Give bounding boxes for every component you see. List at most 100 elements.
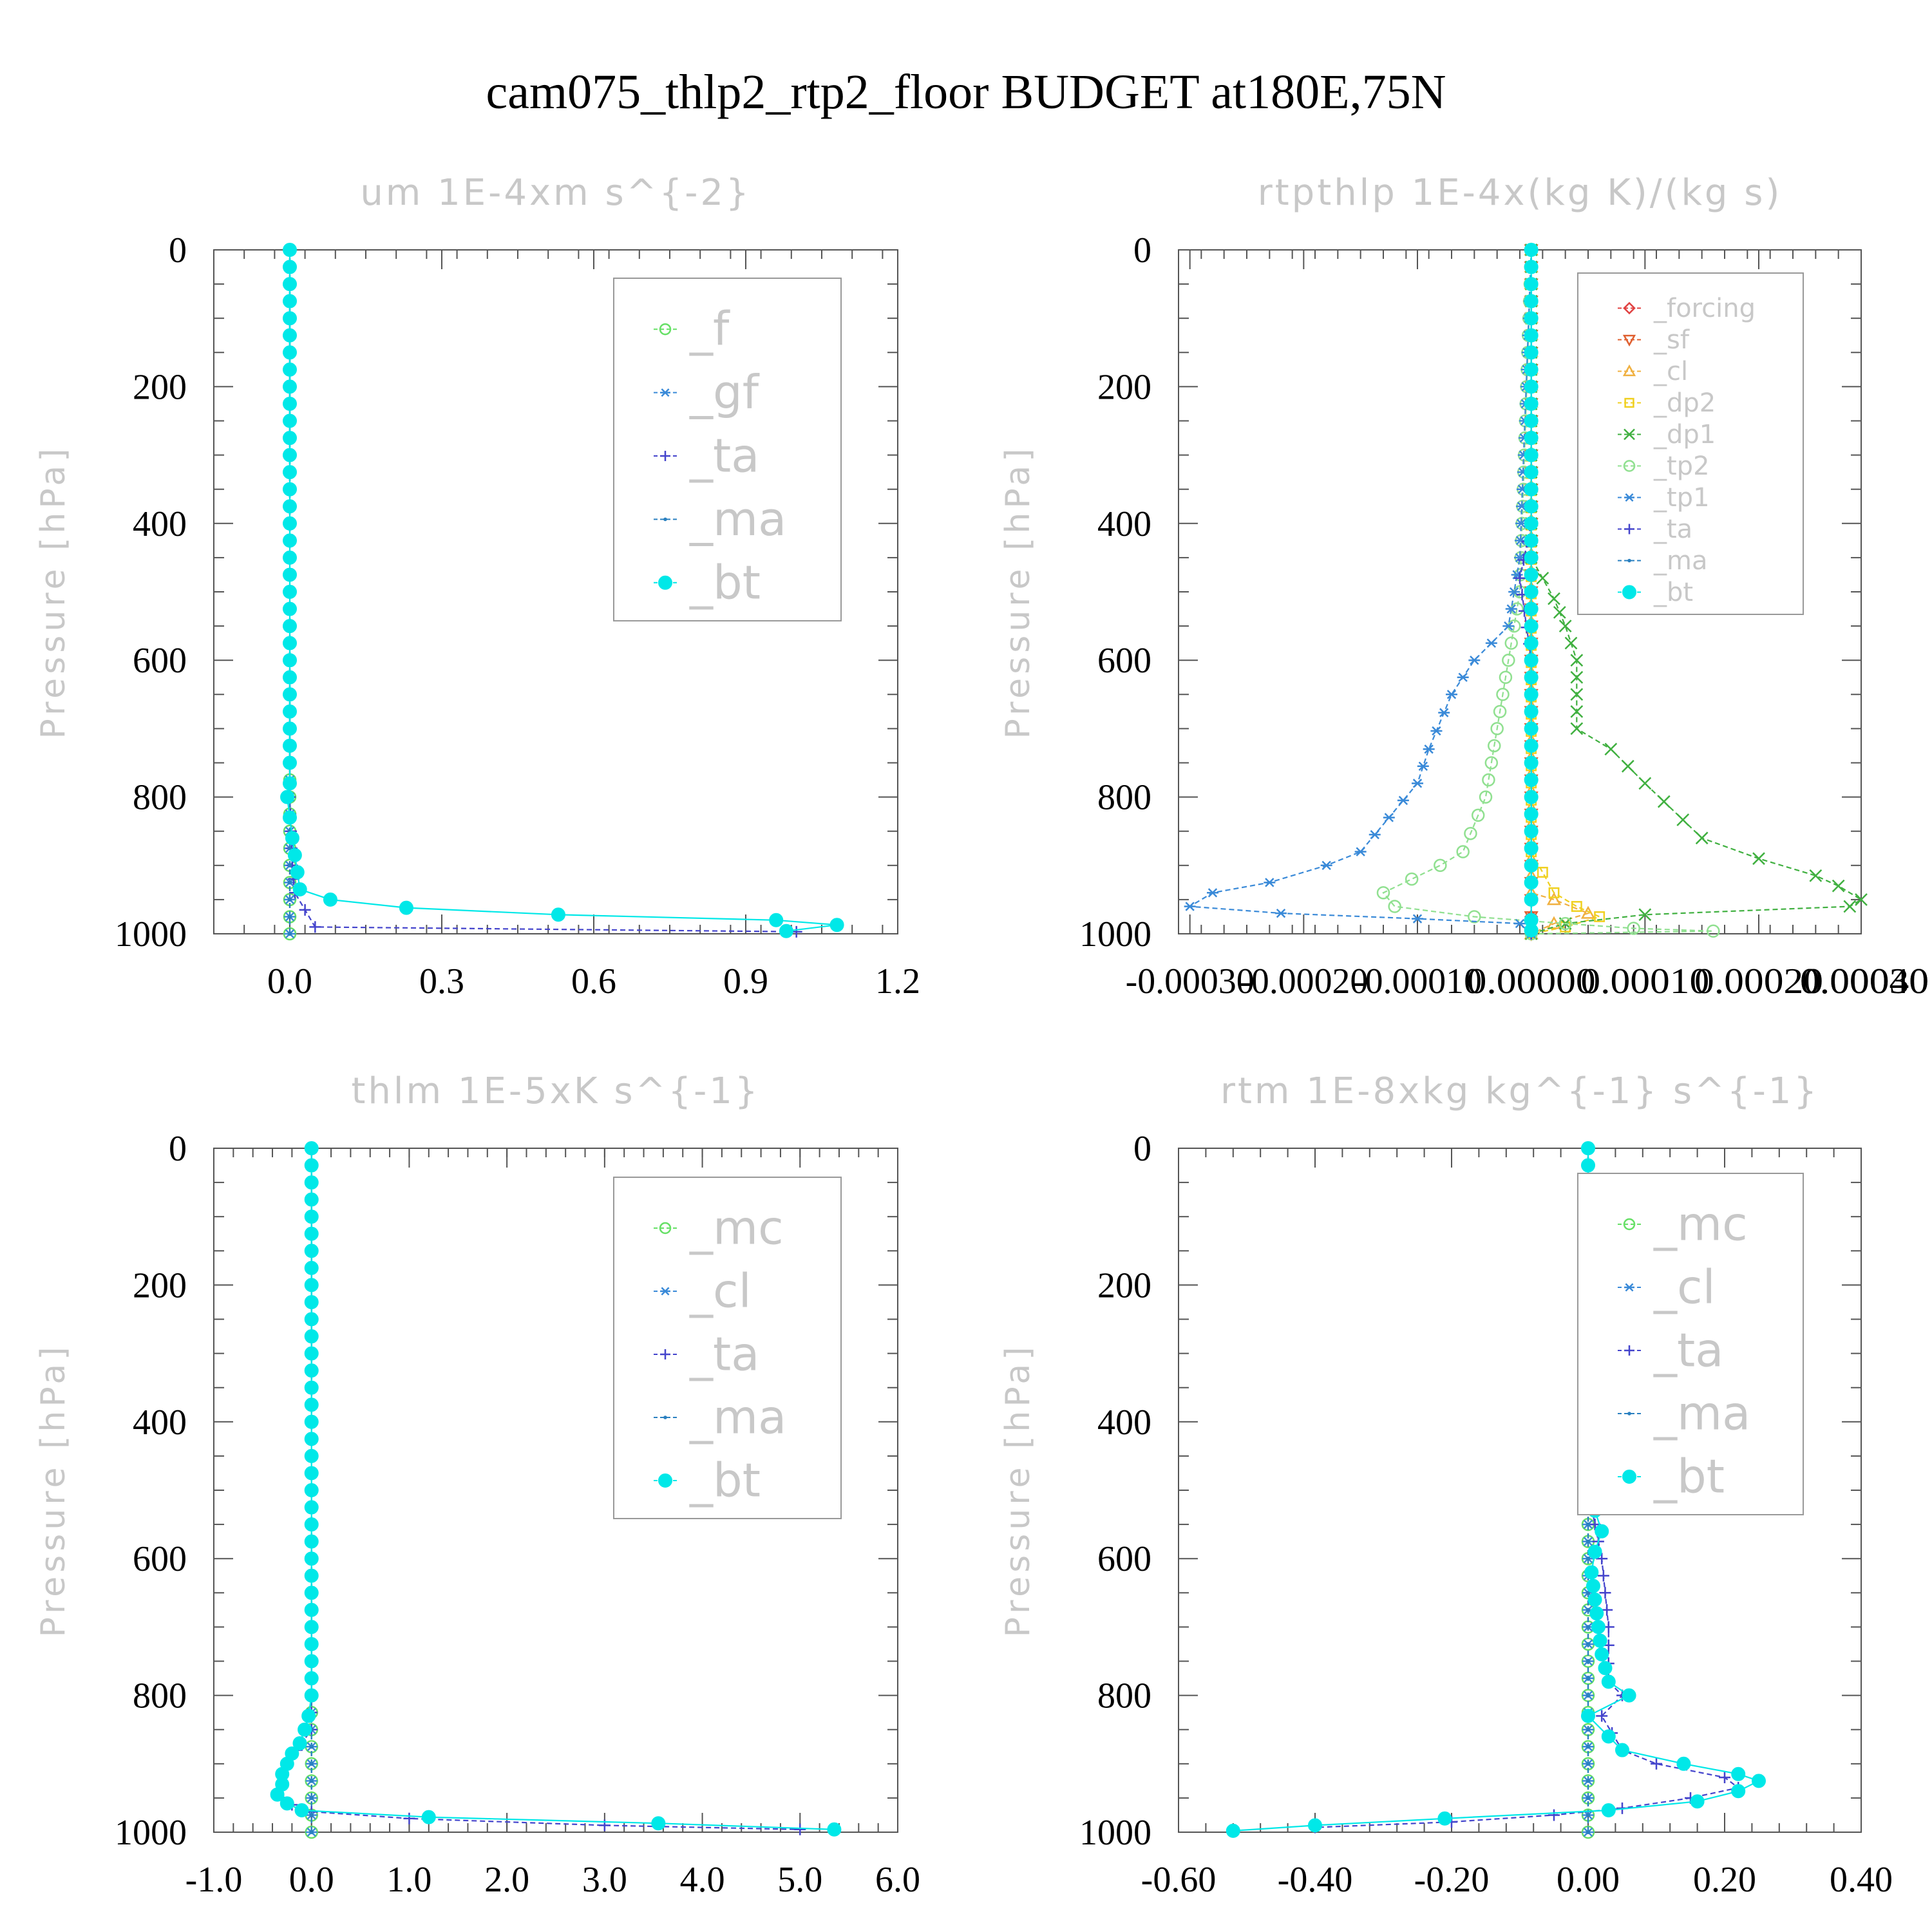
legend-marker — [658, 1473, 672, 1488]
data-point — [1388, 900, 1401, 913]
data-point — [283, 601, 297, 616]
data-point — [1604, 743, 1618, 756]
data-point — [301, 1709, 316, 1723]
data-point — [1524, 670, 1539, 685]
data-point — [1548, 592, 1560, 605]
data-point — [1586, 1591, 1591, 1595]
legend-entry: _mc — [689, 1200, 784, 1255]
legend-marker — [1622, 1470, 1636, 1484]
data-point — [304, 1586, 319, 1600]
y-axis-label: Pressure [hPa] — [999, 1343, 1037, 1638]
data-point — [283, 585, 297, 599]
data-point — [304, 1517, 319, 1532]
data-point — [1586, 1761, 1591, 1766]
data-point — [1707, 924, 1720, 938]
data-point — [794, 1823, 806, 1835]
data-point — [1482, 773, 1495, 787]
data-point — [1676, 1756, 1691, 1771]
data-point — [1524, 345, 1539, 360]
data-point — [1731, 1784, 1746, 1799]
legend-marker — [660, 451, 670, 461]
data-point — [1524, 773, 1539, 788]
series-bt — [1524, 243, 1539, 938]
legend-marker — [1622, 585, 1636, 600]
x-tick-label: 0.00030 — [1800, 961, 1929, 1001]
legend-entry: _ma — [689, 492, 786, 546]
panel-title: rtm 1E-8xkg kg^{-1} s^{-1} — [1220, 1070, 1819, 1112]
data-point — [1586, 1795, 1591, 1801]
data-point — [1596, 1710, 1608, 1722]
x-tick-label: -0.20 — [1414, 1860, 1490, 1900]
data-point — [1601, 1803, 1616, 1818]
data-point — [283, 516, 297, 531]
data-point — [1524, 550, 1539, 565]
data-point — [399, 900, 413, 915]
data-point — [1591, 1620, 1605, 1634]
y-tick-label: 800 — [133, 1676, 187, 1716]
tick-marks — [213, 249, 898, 934]
data-point — [304, 1363, 319, 1378]
data-point — [1586, 1625, 1591, 1629]
y-tick-label: 200 — [133, 367, 187, 407]
data-point — [1468, 656, 1481, 665]
data-point — [1651, 1757, 1662, 1770]
data-point — [1397, 795, 1409, 806]
data-point — [1524, 396, 1539, 411]
legend-marker — [1623, 301, 1636, 315]
legend-entry: _mc — [1653, 1197, 1748, 1251]
figure-title: cam075_thlp2_rtp2_floor BUDGET at180E,75… — [486, 65, 1446, 119]
x-tick-label: -0.00010 — [1353, 961, 1482, 1001]
data-point — [283, 738, 297, 753]
data-point — [304, 1294, 319, 1309]
y-tick-label: 400 — [1097, 1403, 1151, 1443]
data-point — [827, 1822, 842, 1837]
data-point — [1524, 277, 1539, 292]
data-point — [1843, 900, 1857, 913]
x-tick-label: 0.0 — [267, 961, 312, 1001]
data-point — [1524, 601, 1539, 616]
panel-um: um 1E-4xm s^{-2} Pressure [hPa] 0 200 400 600… — [34, 172, 920, 1001]
data-point — [1586, 1607, 1591, 1613]
data-point — [1570, 670, 1584, 684]
data-point — [1502, 621, 1515, 631]
data-point — [279, 1796, 294, 1811]
legend-entry: _dp1 — [1653, 420, 1716, 450]
data-point — [1524, 533, 1539, 548]
data-point — [1524, 619, 1539, 634]
data-point — [292, 1736, 307, 1750]
data-point — [1595, 1647, 1609, 1662]
data-point — [421, 1810, 436, 1824]
x-tick-label: -1.0 — [185, 1860, 243, 1900]
data-point — [283, 260, 297, 274]
y-tick-label: 600 — [133, 641, 187, 681]
data-point — [551, 907, 565, 922]
x-tick-label: 0.00040 — [1800, 961, 1929, 1001]
data-point — [1457, 672, 1469, 682]
panel-rtm: rtm 1E-8xkg kg^{-1} s^{-1} Pressure [hPa]… — [999, 1070, 1893, 1900]
legend-marker — [660, 1287, 670, 1296]
legend-entry: _ta — [689, 1327, 759, 1381]
legend-marker — [660, 1349, 670, 1359]
legend-marker — [1623, 460, 1636, 472]
data-point — [304, 1380, 319, 1395]
data-point — [1594, 911, 1605, 922]
data-point — [779, 923, 793, 938]
data-point — [1690, 1794, 1705, 1809]
data-point — [1524, 431, 1539, 446]
data-point — [285, 831, 299, 846]
data-point — [283, 619, 297, 634]
data-point — [304, 1192, 319, 1207]
x-tick-label: 0.40 — [1830, 1860, 1893, 1900]
data-point — [304, 1671, 319, 1686]
legend-marker — [1624, 493, 1634, 502]
legend-marker — [1624, 524, 1634, 535]
data-point — [1264, 878, 1276, 887]
data-point — [1586, 1779, 1591, 1783]
data-point — [1430, 726, 1443, 736]
data-point — [1412, 914, 1423, 923]
data-point — [1524, 482, 1539, 497]
data-point — [292, 882, 307, 896]
data-point — [287, 880, 292, 885]
series-line — [1188, 249, 1532, 934]
